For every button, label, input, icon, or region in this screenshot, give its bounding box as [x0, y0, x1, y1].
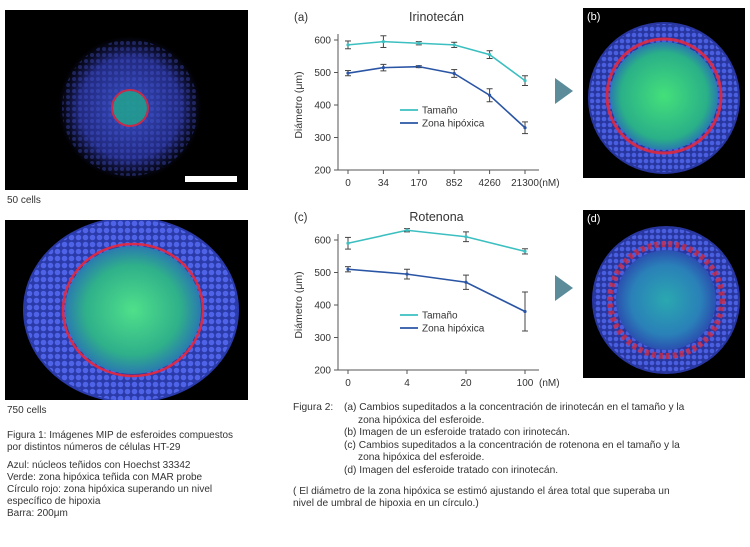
data-point	[346, 267, 350, 271]
data-point	[346, 43, 350, 47]
figure1-legend-red-cont: específico de hipoxia	[7, 496, 101, 507]
y-tick-label: 400	[314, 101, 331, 112]
x-tick-label: 852	[446, 178, 463, 189]
chart-rotenona: (c) Rotenona 200 300 400 500 600 0 4 20 100 (nM) Diá…	[293, 210, 560, 389]
legend-label: Tamaño	[422, 106, 458, 117]
x-tick-label: 0	[345, 178, 351, 189]
data-point	[464, 235, 468, 239]
figure2-item-d: (d) Imagen del esferoide tratado con iri…	[344, 464, 559, 476]
data-point	[381, 66, 385, 70]
arrow-to-d	[555, 275, 573, 301]
chart-title: Irinotecán	[409, 10, 464, 24]
y-tick-label: 200	[314, 366, 331, 377]
x-unit-label: (nM)	[539, 178, 560, 189]
micrograph-d: (d)	[583, 210, 745, 378]
chart-title: Rotenona	[409, 210, 463, 224]
data-point	[488, 93, 492, 97]
legend-label: Zona hipóxica	[422, 119, 485, 130]
y-tick-label: 300	[314, 333, 331, 344]
y-tick-label: 600	[314, 236, 331, 247]
spheroid-d-image	[592, 226, 740, 374]
y-tick-label: 500	[314, 268, 331, 279]
y-tick-label: 200	[314, 166, 331, 177]
figure2-item-a-cont: zona hipóxica del esferoide.	[358, 414, 485, 426]
legend-label: Tamaño	[422, 311, 458, 322]
figure2-item-a: (a) Cambios supeditados a la concentraci…	[344, 402, 685, 413]
data-point	[405, 228, 409, 232]
y-axis-label: Diámetro (μm)	[293, 271, 305, 338]
data-point	[417, 41, 421, 45]
figure2-note-line1: ( El diámetro de la zona hipóxica se est…	[293, 485, 670, 497]
x-tick-label: 0	[345, 378, 351, 389]
figure1-title-line1: Figura 1: Imágenes MIP de esferoides com…	[7, 430, 234, 441]
figure2-item-b: (b) Imagen de un esferoide tratado con i…	[344, 427, 570, 439]
data-point	[452, 71, 456, 76]
label-50-cells: 50 cells	[7, 195, 41, 206]
data-point	[381, 40, 385, 44]
x-tick-label: 170	[410, 178, 427, 189]
panel-label: (a)	[294, 12, 308, 24]
legend-label: Zona hipóxica	[422, 324, 485, 335]
panel-label-d: (d)	[587, 213, 601, 225]
figure2-label: Figura 2:	[293, 402, 334, 413]
data-point	[523, 249, 527, 253]
series-line-0	[347, 40, 526, 82]
x-tick-label: 21300	[511, 178, 539, 189]
series-line-1	[347, 268, 526, 313]
chart-irinotecan: (a) Irinotecán 200 300 400 500 600 0 34 170 852 426…	[293, 10, 560, 189]
figure2-caption: Figura 2: (a) Cambios supeditados a la c…	[293, 402, 743, 511]
micrograph-50-cells	[5, 10, 248, 190]
micrograph-750-cells	[5, 220, 248, 400]
x-tick-label: 100	[517, 378, 534, 389]
scale-bar	[185, 176, 237, 182]
x-tick-label: 34	[378, 178, 390, 189]
data-point	[417, 65, 421, 69]
data-point	[464, 280, 468, 284]
figure2-item-c-cont: zona hipóxica del esferoide.	[358, 452, 485, 464]
data-point	[523, 79, 527, 83]
data-point	[405, 272, 409, 276]
series-line-1	[347, 65, 526, 129]
spheroid-50-image	[58, 36, 237, 182]
x-unit-label: (nM)	[539, 378, 560, 389]
spheroid-b-image	[588, 22, 740, 174]
panel-label-b: (b)	[587, 11, 601, 23]
y-tick-label: 400	[314, 301, 331, 312]
x-tick-label: 4	[404, 378, 410, 389]
spheroid-750-image	[23, 220, 239, 400]
arrow-to-b	[555, 78, 573, 104]
figure2-item-c: (c) Cambios supeditados a la concentraci…	[344, 439, 680, 451]
data-point	[346, 71, 350, 75]
figure1-caption: Figura 1: Imágenes MIP de esferoides com…	[7, 430, 233, 520]
y-axis-label: Diámetro (μm)	[293, 71, 305, 138]
figure2-note-line2: nivel de umbral de hipoxia en un círculo…	[293, 498, 479, 510]
figure1-legend-bar: Barra: 200μm	[7, 508, 68, 519]
figure1-title-line2: por distintos números de células HT-29	[7, 442, 181, 453]
label-750-cells: 750 cells	[7, 405, 47, 416]
figure1-legend-green: Verde: zona hipóxica teñida con MAR prob…	[7, 472, 203, 483]
series-line-0	[347, 229, 526, 253]
panel-label: (c)	[294, 212, 308, 224]
figure1-legend-red: Círculo rojo: zona hipóxica superando un…	[7, 484, 213, 495]
x-tick-label: 4260	[478, 178, 501, 189]
figure1-legend-blue: Azul: núcleos teñidos con Hoechst 33342	[7, 460, 191, 471]
data-point	[523, 309, 527, 314]
data-point	[523, 126, 527, 130]
y-tick-label: 600	[314, 36, 331, 47]
data-point	[488, 53, 492, 57]
x-tick-label: 20	[460, 378, 472, 389]
data-point	[452, 43, 456, 47]
data-point	[346, 241, 350, 245]
y-tick-label: 300	[314, 133, 331, 144]
micrograph-b: (b)	[583, 8, 745, 178]
y-tick-label: 500	[314, 68, 331, 79]
